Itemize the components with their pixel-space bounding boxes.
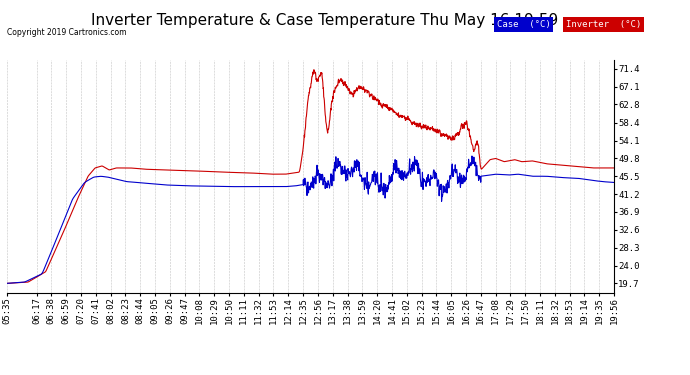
Text: Inverter Temperature & Case Temperature Thu May 16 19:59: Inverter Temperature & Case Temperature … (90, 13, 558, 28)
Text: Inverter  (°C): Inverter (°C) (566, 20, 641, 29)
Text: Copyright 2019 Cartronics.com: Copyright 2019 Cartronics.com (7, 28, 126, 37)
Text: Case  (°C): Case (°C) (497, 20, 551, 29)
